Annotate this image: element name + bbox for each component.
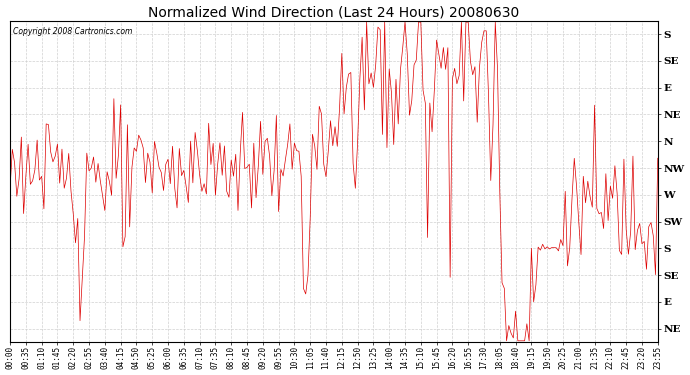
Text: Copyright 2008 Cartronics.com: Copyright 2008 Cartronics.com <box>13 27 132 36</box>
Title: Normalized Wind Direction (Last 24 Hours) 20080630: Normalized Wind Direction (Last 24 Hours… <box>148 6 520 20</box>
